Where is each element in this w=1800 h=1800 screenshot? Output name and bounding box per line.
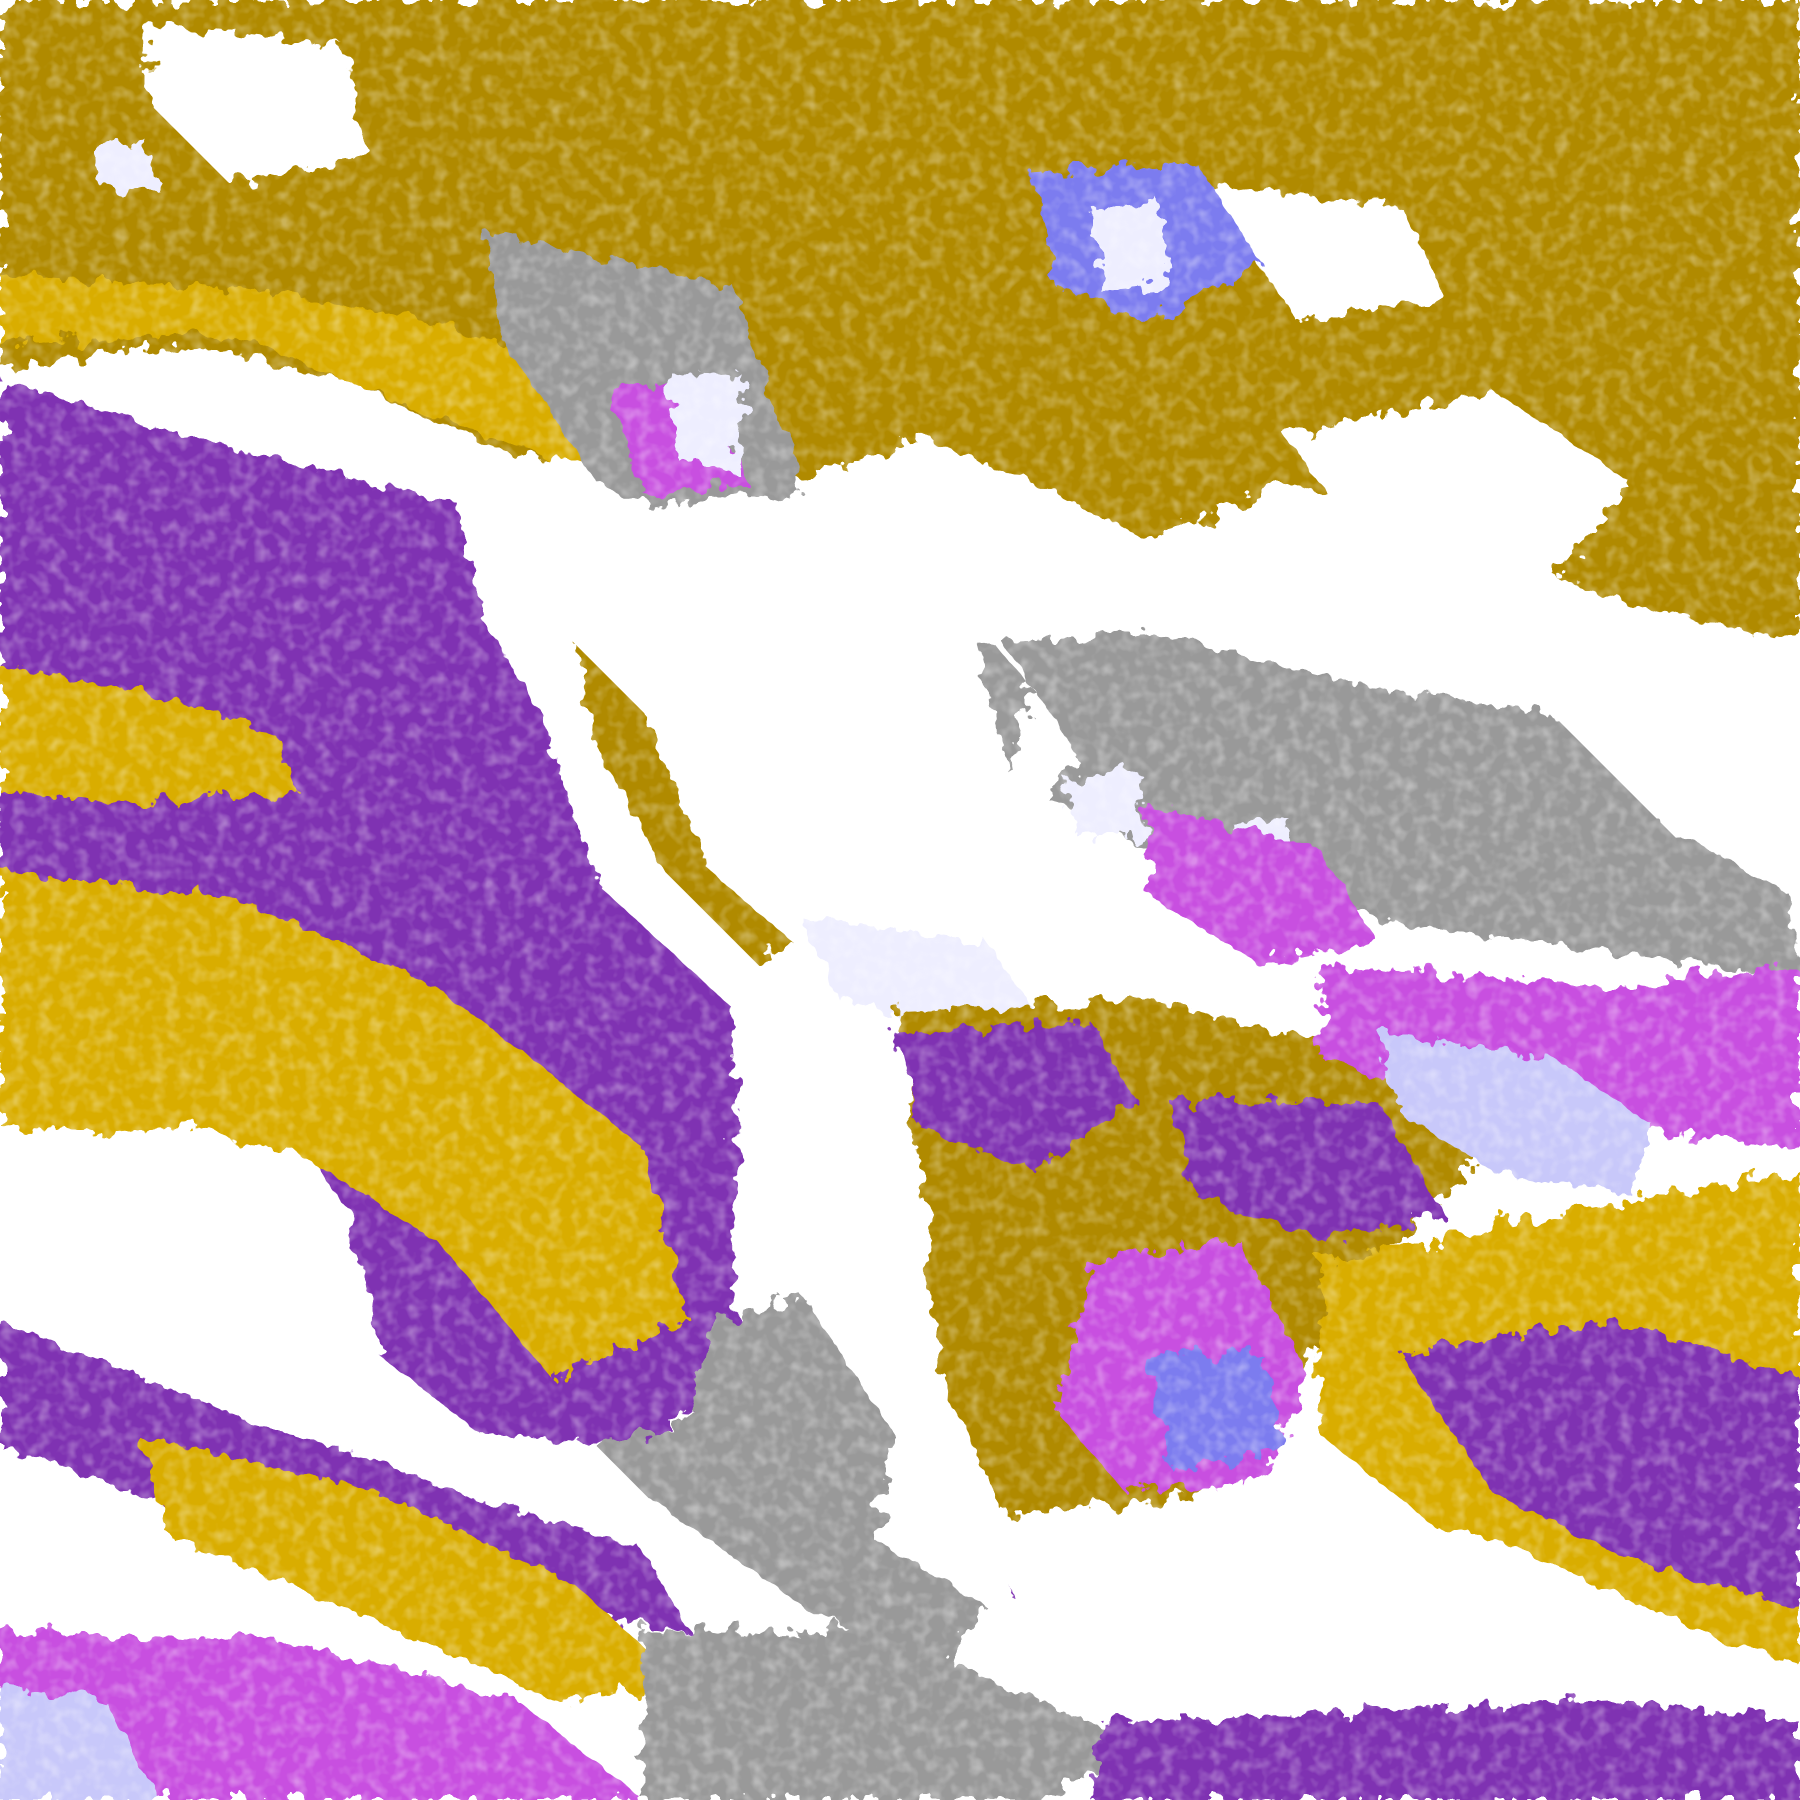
cloud-texture-overlay: [0, 0, 1800, 1800]
satellite-cloud-map: [0, 0, 1800, 1800]
